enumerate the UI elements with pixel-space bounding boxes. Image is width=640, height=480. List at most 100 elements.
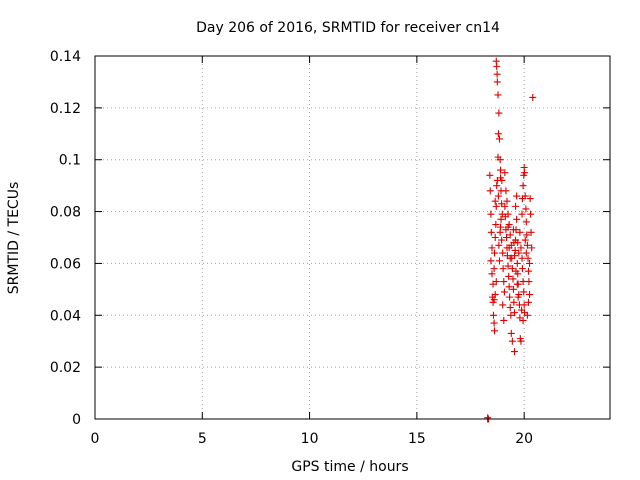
data-point xyxy=(493,182,501,190)
data-point xyxy=(486,187,494,195)
data-point xyxy=(521,192,529,200)
data-point xyxy=(501,169,509,177)
data-point xyxy=(491,327,499,335)
data-point xyxy=(522,205,530,213)
data-point xyxy=(524,298,532,306)
data-point xyxy=(505,272,513,280)
data-point xyxy=(519,316,527,324)
x-tick-label: 15 xyxy=(408,431,426,447)
y-tick-label: 0 xyxy=(72,412,81,428)
data-point xyxy=(509,226,517,234)
data-point xyxy=(518,265,526,273)
data-point xyxy=(491,291,499,299)
data-point xyxy=(500,278,508,286)
data-point xyxy=(520,301,528,309)
data-point xyxy=(520,288,528,296)
data-point xyxy=(500,316,508,324)
data-point xyxy=(487,210,495,218)
data-point xyxy=(503,234,511,241)
data-point xyxy=(512,267,520,275)
data-point xyxy=(506,231,514,239)
data-point xyxy=(524,267,532,275)
y-tick-label: 0.08 xyxy=(50,205,81,221)
data-point xyxy=(516,228,524,236)
data-point xyxy=(528,244,536,252)
data-point xyxy=(515,249,523,257)
data-point xyxy=(484,414,492,422)
plot-frame xyxy=(94,55,611,420)
data-point xyxy=(519,182,527,190)
data-point xyxy=(506,304,514,312)
data-point xyxy=(496,228,504,236)
tick-labels: 0 5 10 15 20 0 0.02 0.04 0.06 0.08 0.1 0.12 0.14 xyxy=(50,49,533,447)
data-point xyxy=(510,239,518,247)
x-axis-title: GPS time / hours xyxy=(291,459,408,475)
axis-ticks xyxy=(94,55,610,420)
data-point xyxy=(507,311,515,319)
data-point xyxy=(522,218,530,226)
data-point xyxy=(518,210,526,218)
x-tick-label: 10 xyxy=(301,431,319,447)
data-point xyxy=(513,215,521,223)
data-point xyxy=(513,259,521,267)
data-point xyxy=(490,296,498,304)
data-point xyxy=(523,311,531,319)
data-point xyxy=(513,192,521,200)
data-point xyxy=(511,246,519,254)
data-point xyxy=(518,254,526,262)
x-tick-label: 5 xyxy=(198,431,207,447)
data-point xyxy=(491,249,499,257)
data-point xyxy=(494,192,502,200)
data-point xyxy=(505,244,513,252)
data-point xyxy=(514,293,522,301)
data-point xyxy=(492,202,500,210)
data-point xyxy=(495,109,503,117)
data-point xyxy=(497,215,505,223)
data-points xyxy=(484,57,537,423)
data-point xyxy=(509,285,517,293)
data-point xyxy=(517,337,525,345)
data-point xyxy=(506,254,514,262)
data-point xyxy=(499,265,507,273)
data-point xyxy=(497,174,505,182)
data-point xyxy=(512,202,520,210)
data-point xyxy=(492,278,500,286)
data-point xyxy=(510,298,518,306)
data-point xyxy=(504,210,512,218)
data-point xyxy=(492,57,500,65)
y-tick-label: 0.14 xyxy=(50,49,81,65)
data-point xyxy=(495,241,503,249)
data-point xyxy=(494,130,502,138)
y-tick-label: 0.02 xyxy=(50,360,81,376)
data-point xyxy=(524,254,532,262)
data-point xyxy=(502,187,510,195)
x-tick-label: 20 xyxy=(515,431,533,447)
data-point xyxy=(493,70,501,78)
data-point xyxy=(517,244,525,252)
data-point xyxy=(504,223,512,231)
data-point xyxy=(527,228,535,236)
data-point xyxy=(521,236,529,244)
data-point xyxy=(509,275,517,283)
data-point xyxy=(505,283,513,291)
data-point xyxy=(489,311,497,319)
data-point xyxy=(488,270,496,278)
data-point xyxy=(523,241,531,249)
data-point xyxy=(494,91,502,99)
y-axis-title: SRMTID / TECUs xyxy=(6,182,22,295)
data-point xyxy=(490,265,498,273)
y-tick-label: 0.12 xyxy=(50,101,81,117)
data-point xyxy=(497,166,505,174)
data-point xyxy=(496,156,504,164)
x-tick-label: 0 xyxy=(91,431,100,447)
data-point xyxy=(518,306,526,314)
data-point xyxy=(492,221,500,229)
data-point xyxy=(513,280,521,288)
data-point xyxy=(526,195,534,203)
data-point xyxy=(498,236,506,244)
data-point xyxy=(511,348,519,356)
data-point xyxy=(523,231,531,239)
data-point xyxy=(495,135,503,143)
data-point xyxy=(487,228,495,236)
